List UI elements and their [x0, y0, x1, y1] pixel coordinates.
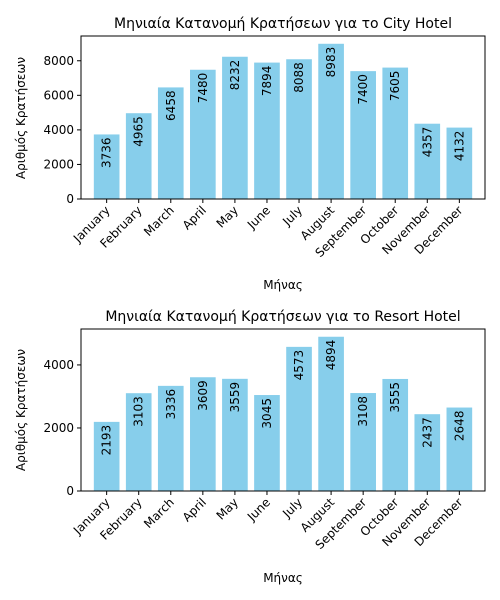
y-tick-label: 4000: [43, 123, 74, 137]
y-tick-label: 0: [66, 192, 74, 206]
bar-january: [93, 421, 120, 491]
x-tick-label: May: [214, 495, 241, 522]
x-tick-label: March: [141, 203, 177, 239]
bar-november: [414, 414, 441, 491]
chart-title: Μηνιαία Κατανομή Κρατήσεων για το City H…: [114, 16, 452, 32]
bar-value-label: 4132: [452, 131, 466, 162]
bar-august: [318, 336, 344, 491]
bar-value-label: 2437: [420, 417, 434, 448]
bar-value-label: 4357: [420, 127, 434, 158]
y-tick-label: 2000: [43, 421, 74, 435]
bar-value-label: 3609: [196, 380, 210, 411]
x-tick-label: June: [244, 203, 273, 232]
x-tick-label: June: [244, 495, 273, 524]
y-tick-label: 8000: [43, 54, 74, 68]
bar-july: [286, 346, 312, 491]
bar-february: [125, 393, 152, 491]
y-axis-label: Αριθμός Κρατήσεων: [14, 57, 28, 179]
resort-hotel-chart: Μηνιαία Κατανομή Κρατήσεων για το Resort…: [14, 309, 486, 585]
y-tick-label: 0: [66, 484, 74, 498]
bar-value-label: 4894: [324, 340, 338, 371]
bar-value-label: 7605: [388, 71, 402, 102]
bar-value-label: 7480: [196, 73, 210, 104]
bar-value-label: 7400: [356, 74, 370, 105]
chart-title: Μηνιαία Κατανομή Κρατήσεων για το Resort…: [105, 309, 460, 325]
bar-october: [382, 67, 409, 199]
bar-february: [125, 113, 152, 199]
x-axis-label: Μήνας: [263, 278, 303, 292]
bar-may: [222, 378, 248, 491]
bar-value-label: 3555: [388, 382, 402, 413]
x-tick-label: July: [279, 203, 305, 229]
bar-june: [254, 395, 280, 491]
bar-value-label: 4573: [292, 350, 306, 381]
bar-value-label: 6458: [164, 90, 178, 121]
x-tick-label: March: [141, 495, 177, 531]
x-axis-label: Μήνας: [263, 571, 303, 585]
bar-value-label: 8088: [292, 62, 306, 93]
x-tick-label: April: [180, 495, 209, 524]
x-tick-label: April: [180, 203, 209, 232]
y-tick-label: 6000: [43, 88, 74, 102]
bar-value-label: 7894: [260, 66, 274, 97]
x-tick-label: July: [279, 495, 305, 521]
bar-value-label: 3559: [228, 382, 242, 413]
bar-august: [318, 43, 344, 199]
bar-june: [254, 62, 280, 200]
bar-october: [382, 378, 409, 491]
plot-frame: [80, 35, 486, 200]
bar-december: [446, 127, 473, 199]
city-hotel-chart: Μηνιαία Κατανομή Κρατήσεων για το City H…: [14, 16, 486, 292]
bar-value-label: 2193: [100, 425, 114, 456]
bar-september: [350, 71, 376, 199]
bar-value-label: 3108: [356, 396, 370, 427]
bar-value-label: 2648: [452, 411, 466, 442]
bar-july: [286, 59, 312, 199]
y-axis-label: Αριθμός Κρατήσεων: [14, 349, 28, 471]
bar-value-label: 8232: [228, 60, 242, 91]
bar-may: [222, 56, 248, 199]
bar-march: [157, 385, 184, 491]
bar-december: [446, 407, 473, 491]
bar-september: [350, 393, 376, 491]
bar-march: [157, 87, 184, 199]
y-tick-label: 2000: [43, 157, 74, 171]
bar-value-label: 3336: [164, 389, 178, 420]
bar-april: [190, 377, 216, 491]
y-tick-label: 4000: [43, 358, 74, 372]
bar-value-label: 4965: [132, 116, 146, 147]
bar-value-label: 3103: [132, 396, 146, 427]
x-tick-label: May: [214, 203, 241, 230]
bar-april: [190, 69, 216, 199]
bar-value-label: 8983: [324, 47, 338, 78]
bar-value-label: 3736: [100, 137, 114, 168]
bar-january: [93, 134, 120, 199]
bar-november: [414, 123, 441, 199]
bar-value-label: 3045: [260, 398, 274, 429]
plot-frame: [80, 328, 486, 492]
